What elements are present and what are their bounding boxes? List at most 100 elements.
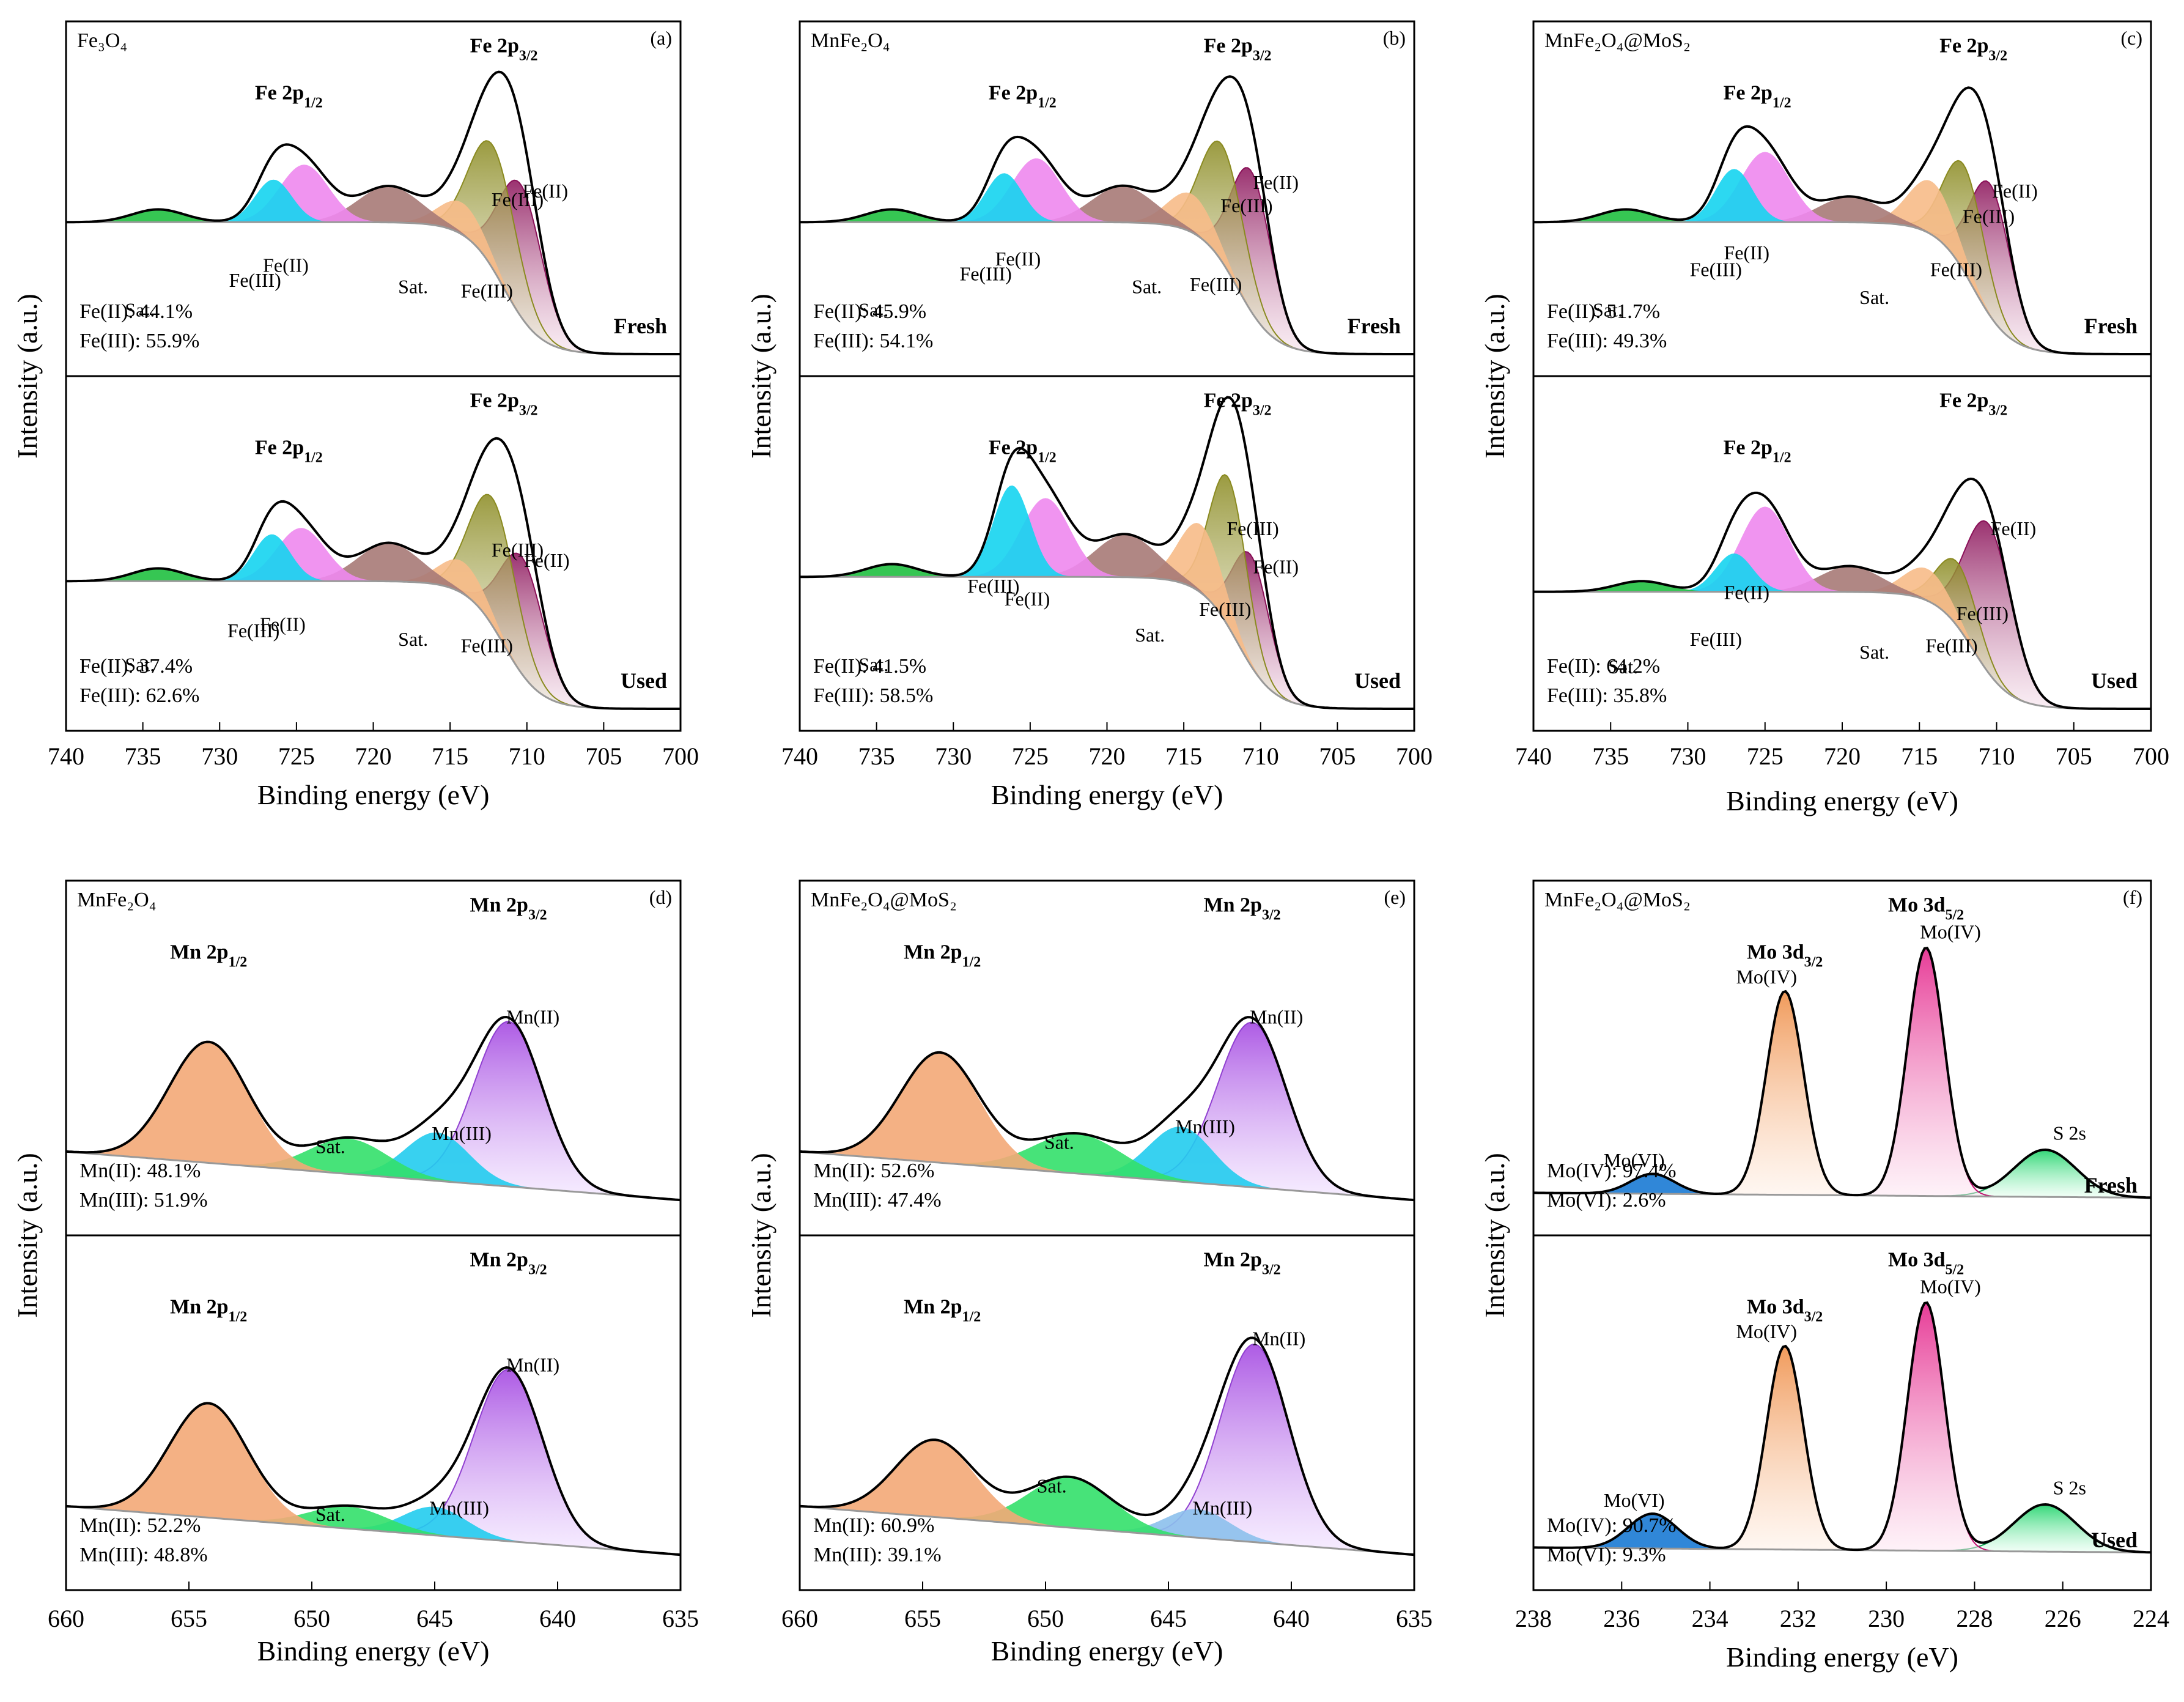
component-label: Sat. [1593, 299, 1623, 321]
percentage-label: Mn(III): 47.4% [813, 1189, 942, 1212]
subplot-used: Fe 2p1/2Fe 2p3/2Fe(II)Fe(III)Fe(III)Sat.… [800, 390, 1414, 710]
x-tick-label: 226 [2045, 1605, 2081, 1632]
component-label: Fe(II) [1724, 581, 1769, 603]
x-tick-label: 228 [1956, 1605, 1993, 1632]
peak-label-2: Mn 2p3/2 [470, 1249, 547, 1278]
state-label: Fresh [614, 314, 667, 338]
envelope-line [1533, 947, 2152, 1199]
peak-label-1: Fe 2p1/2 [1724, 82, 1791, 111]
component-label: Fe(II) [1005, 588, 1050, 610]
x-axis-title: Binding energy (eV) [991, 1635, 1223, 1667]
component-label: Sat. [398, 275, 428, 297]
component-mn-2p1-2 [66, 1042, 681, 1201]
state-label: Used [2091, 668, 2138, 693]
peak-label-1: Mo 3d3/2 [1747, 941, 1823, 971]
state-label: Used [1354, 668, 1401, 693]
percentage-label: Fe(III): 55.9% [79, 330, 199, 352]
percentage-label: Fe(III): 35.8% [1547, 684, 1667, 707]
component-label: Fe(II) [995, 248, 1041, 270]
percentage-label: Fe(II): 45.9% [813, 300, 926, 323]
sample-name: Fe₃O₄ [77, 29, 127, 52]
state-label: Fresh [1348, 314, 1401, 338]
component-label: Sat. [398, 628, 428, 650]
component-label: Mn(III) [1175, 1116, 1235, 1138]
sample-name: MnFe₂O₄@MoS₂ [811, 889, 957, 911]
component-label: Fe(III) [227, 620, 279, 642]
envelope-line [65, 1366, 681, 1556]
panel-frame [1532, 879, 2152, 1591]
background-line [800, 221, 1414, 355]
component-label: Fe(III) [1227, 517, 1278, 539]
background-line [799, 1150, 1415, 1201]
component-label: Fe(III) [960, 263, 1012, 285]
envelope-line [800, 396, 1414, 710]
envelope-line [799, 1016, 1415, 1202]
x-tick-label: 224 [2133, 1605, 2169, 1632]
subplot-used: Mn 2p1/2 Mn 2p3/2 Mn(II) Mn(III) Sat. Mn(II):… [65, 1249, 681, 1566]
peak-label-1: Mo 3d3/2 [1747, 1296, 1823, 1325]
component-label: Mn(III) [1192, 1497, 1252, 1519]
component-label: Fe(III) [229, 269, 281, 291]
peak-label-1: Mn 2p1/2 [904, 1296, 981, 1325]
peak-label-1: Fe 2p1/2 [255, 437, 323, 466]
component-label: Fe(III) [492, 188, 544, 210]
percentage-label: Fe(III): 58.5% [813, 684, 933, 707]
background-line [1533, 591, 2151, 710]
panel-frame [799, 20, 1415, 732]
x-tick-label: 740 [1515, 742, 1552, 770]
envelope-line [1533, 1301, 2152, 1554]
percentage-label: Mo(VI): 9.3% [1547, 1544, 1666, 1566]
background-line [1533, 221, 2151, 355]
subplot-fresh: Mn 2p1/2 Mn 2p3/2 Mn(II) Mn(III) Sat. Mn(II):… [65, 894, 681, 1212]
component-label: Mo(IV) [1920, 1276, 1981, 1298]
x-axis-title: Binding energy (eV) [1726, 1641, 1958, 1673]
component-label: Mn(II) [1252, 1327, 1305, 1349]
panel-a: Intensity (a.u.) Binding energy (eV) 740 73… [12, 20, 699, 810]
component-label: Mo(VI) [1604, 1149, 1665, 1171]
subplot-fresh: Mo 3d3/2Mo 3d5/2S 2sMo(IV)Mo(IV)Mo(VI)Mo… [1533, 894, 2152, 1212]
x-tick-label: 645 [1150, 1605, 1187, 1632]
component-sat- [66, 1138, 681, 1201]
component-mo-vi- [1533, 1174, 2151, 1198]
component-label: Fe(II) [524, 549, 570, 571]
peak-label-1: Mn 2p1/2 [904, 941, 981, 971]
component-label: Fe(III) [461, 634, 513, 656]
component-label: Fe(III) [461, 279, 513, 302]
percentage-label: Fe(III): 54.1% [813, 330, 933, 352]
state-label: Fresh [2084, 314, 2138, 338]
component-label: Fe(III) [1690, 259, 1742, 281]
component-fe-ii- [1533, 506, 2151, 709]
peak-label-1: Fe 2p1/2 [255, 82, 323, 111]
subplot-used: Mn 2p1/2 Mn 2p3/2 Mn(II) Mn(III) Sat. Mn(II):… [799, 1249, 1415, 1566]
component-label: Fe(III) [967, 575, 1019, 597]
x-tick-label: 705 [2056, 742, 2092, 770]
x-tick-label: 635 [1396, 1605, 1433, 1632]
background-line [65, 1505, 681, 1556]
x-axis-title: Binding energy (eV) [257, 1635, 490, 1667]
component-label: Fe(II) [522, 180, 568, 202]
component-mn-2p1-2 [66, 1403, 681, 1555]
component-label: Mn(III) [429, 1497, 489, 1519]
component-label: Mo(VI) [1604, 1489, 1665, 1511]
component-label: Mn(III) [432, 1122, 492, 1144]
component-label: Mo(IV) [1920, 921, 1981, 943]
component-label: Mo(IV) [1736, 1320, 1797, 1342]
subplot-used: Fe 2p1/2 Fe 2p3/2 Fe(II) Fe(III) Fe(III) Sat.… [66, 390, 681, 710]
component-label: Sat. [1135, 624, 1165, 646]
x-tick-label: 700 [2133, 742, 2169, 770]
y-axis-title: Intensity (a.u.) [1479, 1153, 1510, 1318]
peak-label-2: Fe 2p3/2 [470, 390, 538, 419]
x-tick-label: 660 [48, 1605, 84, 1632]
component-label: Fe(III) [1220, 194, 1272, 216]
x-tick-label: 640 [539, 1605, 576, 1632]
peak-label-2: Mn 2p3/2 [1204, 894, 1281, 923]
x-tick-label: 700 [1396, 742, 1433, 770]
peak-label-2: Fe 2p3/2 [470, 35, 538, 64]
percentage-label: Fe(II): 64.2% [1547, 655, 1660, 678]
envelope-line [65, 1015, 681, 1202]
component-fe-ii- [1533, 520, 2151, 709]
component-label: Fe(III) [1957, 602, 2009, 624]
x-tick-label: 650 [293, 1605, 330, 1632]
